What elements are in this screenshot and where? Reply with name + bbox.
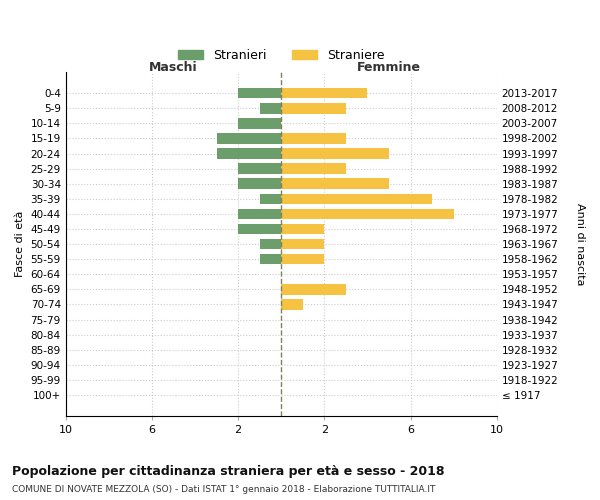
Bar [281,164,346,174]
Bar [281,299,303,310]
Bar [238,164,281,174]
Bar [281,284,346,294]
Bar [260,103,281,114]
Bar [238,88,281,99]
Bar [281,239,325,250]
Bar [281,88,367,99]
Bar [281,224,325,234]
Bar [238,208,281,219]
Text: Femmine: Femmine [357,60,421,74]
Bar [260,194,281,204]
Bar [217,148,281,159]
Bar [281,148,389,159]
Bar [260,254,281,264]
Bar [238,178,281,189]
Legend: Stranieri, Straniere: Stranieri, Straniere [173,44,389,67]
Bar [281,208,454,219]
Text: Popolazione per cittadinanza straniera per età e sesso - 2018: Popolazione per cittadinanza straniera p… [12,465,445,478]
Bar [238,224,281,234]
Bar [281,178,389,189]
Bar [281,103,346,114]
Bar [281,194,432,204]
Text: Maschi: Maschi [149,60,198,74]
Bar [238,118,281,128]
Bar [281,133,346,143]
Y-axis label: Fasce di età: Fasce di età [15,211,25,278]
Bar [281,254,325,264]
Bar [217,133,281,143]
Bar [260,239,281,250]
Y-axis label: Anni di nascita: Anni di nascita [575,203,585,285]
Text: COMUNE DI NOVATE MEZZOLA (SO) - Dati ISTAT 1° gennaio 2018 - Elaborazione TUTTIT: COMUNE DI NOVATE MEZZOLA (SO) - Dati IST… [12,485,436,494]
